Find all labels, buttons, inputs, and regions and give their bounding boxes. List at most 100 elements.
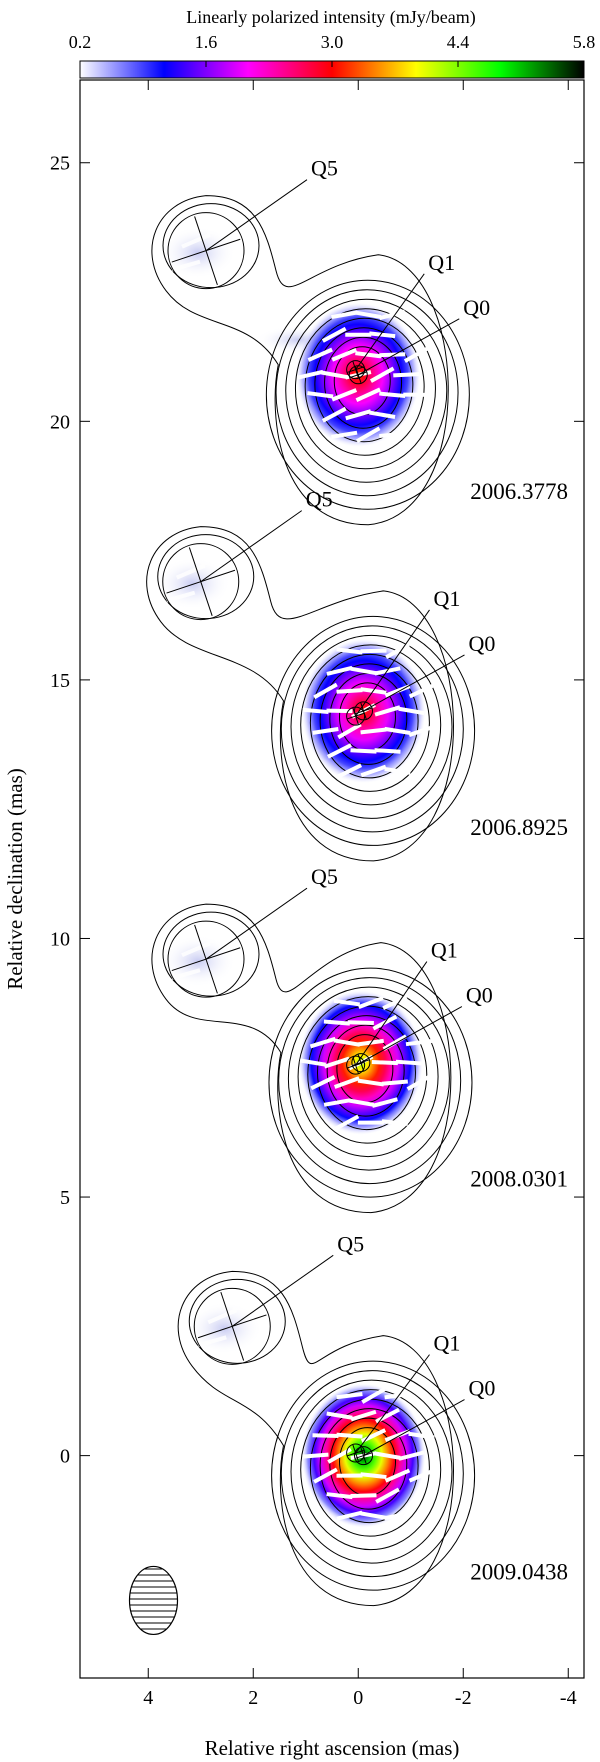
label-leader-line	[358, 318, 460, 376]
evpa-vector	[358, 996, 384, 1010]
evpa-vector	[207, 1308, 238, 1325]
component-q5-circle	[167, 212, 245, 290]
component-label-q5: Q5	[311, 864, 338, 889]
evpa-vector	[171, 968, 201, 981]
evpa-vector	[307, 391, 334, 399]
y-tick-label: 15	[50, 670, 70, 692]
y-tick-label: 0	[60, 1446, 70, 1468]
component-q5-circle	[162, 543, 240, 621]
evpa-vector	[369, 410, 396, 419]
evpa-vector	[312, 1433, 339, 1439]
evpa-vector	[347, 1020, 374, 1025]
total-intensity-contour	[290, 634, 453, 819]
map-layer: Q0 Q1 Q5 2006.3778 Q0 Q1 Q5 2006.8925 Q0 Q1 Q5 2008…	[128, 156, 568, 1636]
colorbar-title: Linearly polarized intensity (mJy/beam)	[186, 7, 475, 28]
total-intensity-contour	[309, 653, 430, 792]
evpa-vector	[331, 310, 358, 320]
epoch-panel: Q0 Q1 Q5 2006.3778	[151, 156, 568, 526]
evpa-vector	[331, 430, 358, 439]
extended-contour	[151, 195, 449, 526]
evpa-vector	[350, 1409, 377, 1422]
evpa-vector	[360, 727, 387, 735]
epoch-panel: Q0 Q1 Q5 2008.0301	[151, 864, 568, 1214]
total-intensity-contour	[278, 977, 462, 1185]
label-leader-line	[360, 1006, 463, 1064]
evpa-vector	[369, 366, 395, 383]
evpa-vector	[371, 1097, 398, 1108]
evpa-vector	[371, 1060, 398, 1066]
y-tick-label: 10	[50, 928, 70, 950]
evpa-vector	[206, 935, 236, 944]
evpa-vector	[374, 748, 401, 754]
total-intensity-contour	[287, 986, 450, 1171]
epoch-label: 2006.8925	[470, 815, 568, 840]
plot-area: Q0 Q1 Q5 2006.3778 Q0 Q1 Q5 2006.8925 Q0 Q1 Q5 2008…	[3, 79, 585, 1760]
evpa-vector	[405, 1039, 433, 1047]
component-q0-circle	[351, 1053, 371, 1073]
x-tick-label: 0	[353, 1687, 363, 1709]
evpa-vector	[360, 764, 387, 778]
label-leader-line	[355, 1354, 430, 1454]
total-intensity-contour	[329, 1417, 408, 1510]
evpa-vector	[350, 748, 377, 754]
total-intensity-contour	[271, 615, 476, 846]
colorbar-tick-labels: 0.2 1.6 3.0 4.4 5.8	[69, 32, 596, 52]
component-q1-circle	[346, 1055, 366, 1075]
component-label-q1: Q1	[434, 1331, 461, 1356]
evpa-vector	[360, 648, 387, 654]
evpa-vector	[361, 1387, 386, 1404]
component-q5-circle	[193, 1287, 271, 1365]
total-intensity-contour	[316, 1015, 416, 1131]
total-intensity-contour	[268, 967, 473, 1198]
evpa-vector	[331, 388, 358, 402]
x-axis-title: Relative right ascension (mas)	[205, 1736, 460, 1760]
total-intensity-contour	[326, 1024, 405, 1117]
evpa-vector	[408, 1468, 435, 1483]
evpa-vector	[333, 1076, 360, 1089]
evpa-vector	[336, 647, 363, 655]
label-leader-line	[355, 609, 430, 717]
x-tick-label: -2	[455, 1687, 472, 1709]
evpa-vector	[381, 1079, 408, 1086]
evpa-vector	[355, 351, 382, 359]
component-cross	[188, 547, 213, 616]
evpa-vector	[321, 406, 347, 423]
colorbar-tick-label: 0.2	[69, 32, 92, 52]
total-intensity-contour	[280, 1370, 464, 1578]
evpa-vector	[321, 370, 348, 380]
label-leader-line	[200, 510, 303, 583]
evpa-vector	[384, 1511, 411, 1521]
component-q1-circle	[346, 1443, 366, 1463]
evpa-vector	[350, 1493, 377, 1498]
extended-contour	[177, 1270, 454, 1607]
evpa-vector	[171, 259, 201, 272]
evpa-vector	[384, 1468, 411, 1483]
evpa-vector	[337, 722, 362, 740]
q5-contour	[162, 203, 260, 289]
evpa-vector	[398, 706, 425, 716]
evpa-vector	[302, 1452, 329, 1459]
label-leader-line	[363, 1399, 465, 1457]
x-tick-label: -4	[560, 1687, 577, 1709]
extended-contour	[151, 903, 452, 1214]
total-intensity-contour	[314, 327, 414, 443]
total-intensity-contour	[275, 289, 459, 497]
total-intensity-contour	[300, 644, 442, 806]
evpa-vector	[336, 763, 363, 779]
evpa-vector	[369, 331, 396, 339]
evpa-vector	[379, 391, 406, 399]
evpa-vector	[393, 372, 420, 378]
evpa-vector	[297, 369, 324, 380]
evpa-vector	[336, 1432, 363, 1439]
evpa-vector	[326, 1411, 353, 1420]
evpa-vector	[232, 1302, 262, 1311]
evpa-vector	[408, 683, 435, 699]
evpa-vector	[312, 727, 339, 735]
evpa-vector	[326, 1492, 353, 1500]
evpa-vector	[398, 1450, 425, 1461]
component-label-q1: Q1	[434, 586, 461, 611]
label-leader-line	[363, 654, 465, 712]
label-leader-line	[205, 887, 308, 960]
evpa-vector	[375, 1487, 400, 1504]
